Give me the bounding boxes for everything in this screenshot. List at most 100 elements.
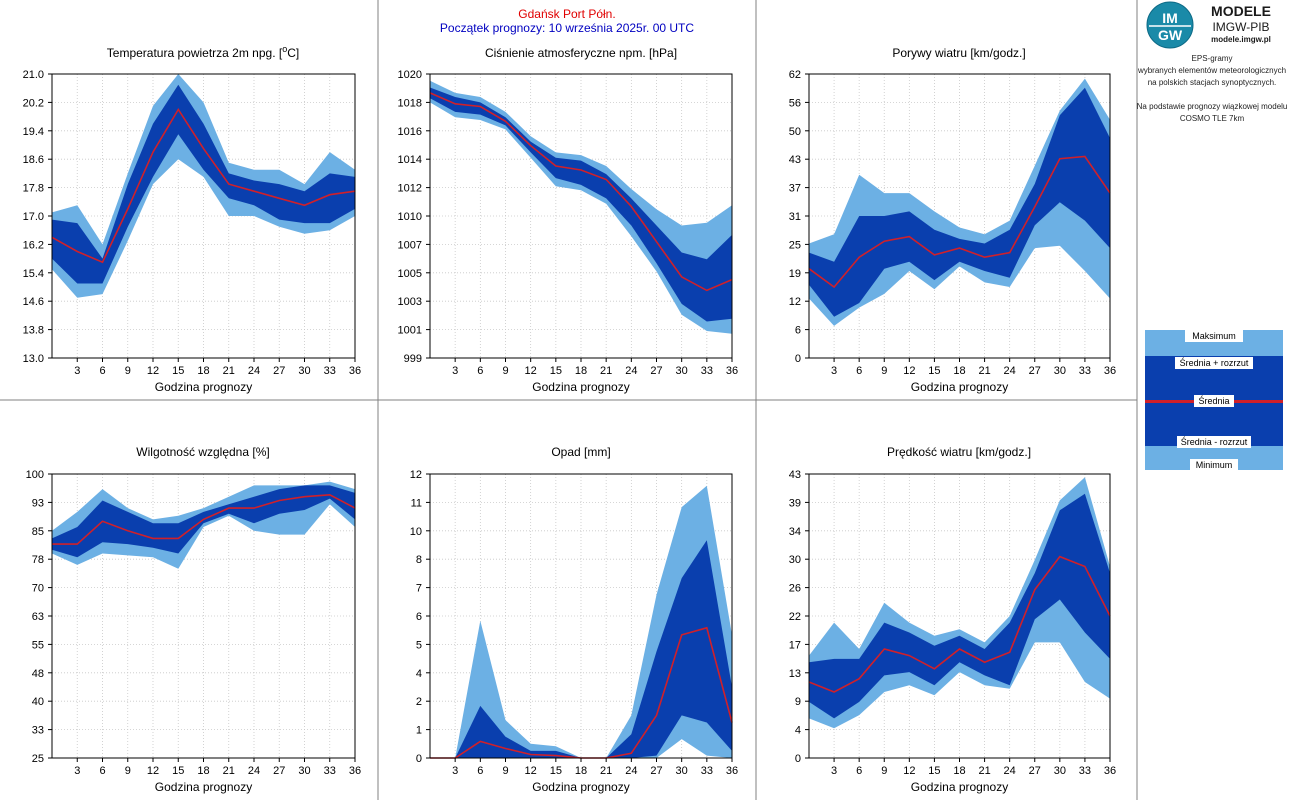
x-tick-label: 21	[223, 365, 235, 377]
x-tick-label: 18	[953, 365, 965, 377]
chart-title: Porywy wiatru [km/godz.]	[892, 46, 1025, 60]
y-tick-label: 2	[416, 696, 422, 708]
x-tick-label: 12	[147, 765, 159, 777]
x-tick-label: 6	[856, 765, 862, 777]
y-tick-label: 43	[789, 154, 801, 166]
x-tick-label: 36	[726, 765, 738, 777]
x-tick-label: 12	[525, 365, 537, 377]
band-min-max	[430, 80, 732, 334]
band-spread	[809, 493, 1110, 719]
x-tick-label: 6	[99, 365, 105, 377]
x-tick-label: 36	[349, 765, 361, 777]
y-tick-label: 43	[789, 469, 801, 481]
x-tick-label: 21	[978, 365, 990, 377]
x-axis-label: Godzina prognozy	[155, 780, 252, 794]
y-tick-label: 1	[416, 725, 422, 737]
x-tick-label: 33	[701, 365, 713, 377]
y-tick-label: 1001	[398, 325, 422, 337]
x-tick-label: 9	[125, 365, 131, 377]
y-tick-label: 10	[410, 526, 422, 538]
band-spread	[430, 540, 732, 758]
y-tick-label: 31	[789, 211, 801, 223]
x-tick-label: 12	[147, 365, 159, 377]
forecast-start: Początek prognozy: 10 września 2025r. 00…	[440, 21, 694, 35]
x-tick-label: 21	[600, 365, 612, 377]
x-tick-label: 24	[248, 765, 260, 777]
y-tick-label: 55	[32, 639, 44, 651]
x-tick-label: 12	[903, 365, 915, 377]
x-tick-label: 15	[550, 765, 562, 777]
x-tick-label: 24	[1004, 765, 1016, 777]
y-tick-label: 37	[789, 183, 801, 195]
x-tick-label: 9	[502, 365, 508, 377]
y-tick-label: 56	[789, 97, 801, 109]
y-tick-label: 17.8	[23, 183, 44, 195]
chart-title: Wilgotność względna [%]	[136, 445, 269, 459]
series-mean-line	[52, 493, 356, 545]
y-tick-label: 100	[26, 469, 44, 481]
y-tick-label: 48	[32, 668, 44, 680]
y-tick-label: 25	[789, 239, 801, 251]
chart-title: Ciśnienie atmosferyczne npm. [hPa]	[485, 46, 677, 60]
y-tick-label: 30	[789, 554, 801, 566]
x-tick-label: 21	[978, 765, 990, 777]
y-tick-label: 50	[789, 126, 801, 138]
x-tick-label: 3	[831, 765, 837, 777]
x-tick-label: 27	[273, 365, 285, 377]
x-tick-label: 6	[99, 765, 105, 777]
logo-mark-top: IM	[1162, 10, 1178, 26]
chart-title: Temperatura powietrza 2m npg. [oC]	[107, 44, 299, 60]
x-tick-label: 15	[928, 365, 940, 377]
y-tick-label: 20.2	[23, 97, 44, 109]
band-spread	[809, 87, 1110, 317]
x-tick-label: 15	[172, 365, 184, 377]
y-tick-label: 18.6	[23, 154, 44, 166]
x-tick-label: 30	[676, 765, 688, 777]
x-tick-label: 27	[650, 765, 662, 777]
x-tick-label: 12	[903, 765, 915, 777]
x-tick-label: 9	[881, 365, 887, 377]
x-tick-label: 18	[197, 365, 209, 377]
y-tick-label: 25	[32, 753, 44, 765]
x-tick-label: 30	[298, 765, 310, 777]
station-name: Gdańsk Port Półn.	[518, 7, 615, 21]
y-tick-label: 999	[404, 353, 422, 365]
x-tick-label: 33	[1079, 765, 1091, 777]
y-tick-label: 34	[789, 526, 801, 538]
y-tick-label: 16.2	[23, 239, 44, 251]
y-tick-label: 6	[795, 325, 801, 337]
charts-container: 13.0 13.8 14.6 15.4 16.2 17.0 17.8 18.6 19.4 20.2…	[23, 44, 1117, 794]
y-tick-label: 12	[410, 469, 422, 481]
series-mean-line	[808, 555, 1111, 693]
x-axis-label: Godzina prognozy	[532, 380, 629, 394]
y-tick-label: 1012	[398, 183, 422, 195]
x-tick-label: 3	[452, 765, 458, 777]
info-line: COSMO TLE 7km	[1180, 114, 1245, 123]
y-tick-label: 4	[795, 725, 801, 737]
x-tick-label: 36	[1104, 765, 1116, 777]
y-tick-label: 78	[32, 554, 44, 566]
x-tick-label: 18	[575, 365, 587, 377]
y-tick-label: 7	[416, 583, 422, 595]
y-tick-label: 1016	[398, 126, 422, 138]
x-tick-label: 6	[477, 765, 483, 777]
x-tick-label: 24	[1004, 365, 1016, 377]
y-tick-label: 12	[789, 296, 801, 308]
y-tick-label: 13.0	[23, 353, 44, 365]
legend-label-mean-plus: Średnia + rozrzut	[1180, 357, 1249, 368]
x-tick-label: 9	[125, 765, 131, 777]
x-axis-label: Godzina prognozy	[911, 380, 1008, 394]
y-tick-label: 39	[789, 497, 801, 509]
x-tick-label: 18	[575, 765, 587, 777]
chart-panel: 13.0 13.8 14.6 15.4 16.2 17.0 17.8 18.6 19.4 20.2…	[23, 44, 362, 394]
x-tick-label: 3	[74, 765, 80, 777]
info-line: EPS-gramy	[1192, 54, 1233, 63]
y-tick-label: 0	[416, 753, 422, 765]
imgw-logo: IM GW MODELE IMGW-PIB modele.imgw.pl	[1146, 1, 1271, 49]
y-tick-label: 9	[795, 696, 801, 708]
x-tick-label: 30	[676, 365, 688, 377]
legend-label-max: Maksimum	[1192, 331, 1236, 341]
x-tick-label: 6	[477, 365, 483, 377]
